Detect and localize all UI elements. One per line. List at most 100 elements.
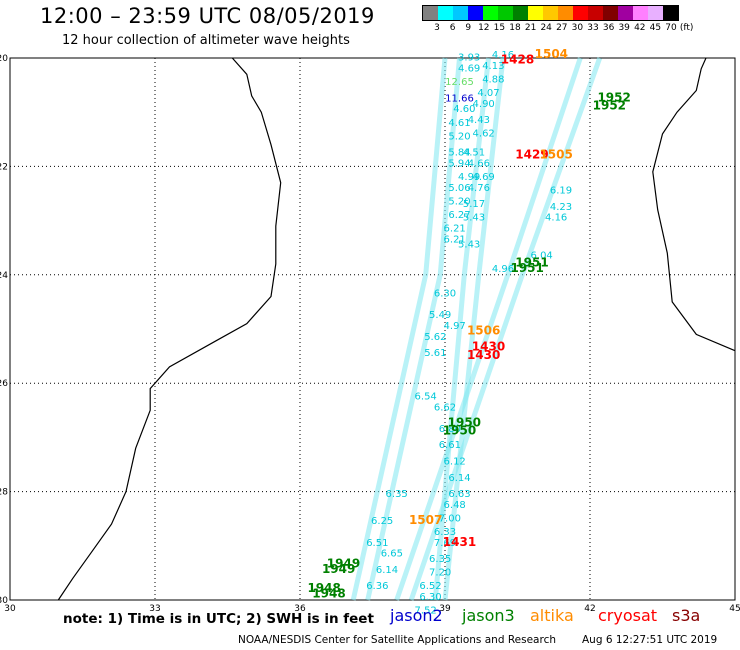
wave-height-label: 6.33 <box>434 527 456 538</box>
pass-time-label: 1948 <box>312 586 345 600</box>
wave-height-label: 6.52 <box>419 581 441 592</box>
africa-coastline <box>57 57 282 601</box>
wave-height-label: 6.61 <box>439 440 461 451</box>
wave-height-label: 4.23 <box>550 202 572 213</box>
latitude-tick-label: -30 <box>0 596 8 606</box>
scale-swatch <box>483 6 498 20</box>
wave-height-label: 4.13 <box>482 61 504 72</box>
wave-height-label: 4.16 <box>545 213 567 224</box>
scale-tick-label: 27 <box>556 23 568 33</box>
scale-swatch <box>528 6 543 20</box>
scale-tick-label: 70 <box>665 23 677 33</box>
satellite-ground-track <box>432 57 491 601</box>
pass-time-label: 1951 <box>515 256 548 270</box>
scale-swatch <box>558 6 573 20</box>
pass-time-label: 1952 <box>593 98 626 112</box>
satellite-ground-track <box>442 57 506 601</box>
wave-height-label: 4.96 <box>492 264 514 275</box>
scale-tick-label: 6 <box>449 23 456 33</box>
latitude-tick-label: -22 <box>0 162 8 172</box>
latitude-tick-label: -24 <box>0 271 8 281</box>
scale-tick-label: 9 <box>465 23 472 33</box>
scale-swatch <box>498 6 513 20</box>
wave-height-label: 3.93 <box>458 53 480 64</box>
wave-height-label: 4.76 <box>468 183 490 194</box>
scale-tick-label: 33 <box>587 23 599 33</box>
wave-height-label: 4.60 <box>453 104 475 115</box>
scale-swatch <box>588 6 603 20</box>
wave-height-label: 4.88 <box>482 74 504 85</box>
wave-height-label: 5.20 <box>448 196 470 207</box>
scale-swatch <box>603 6 618 20</box>
longitude-tick-label: 36 <box>294 604 306 614</box>
scale-swatch <box>468 6 483 20</box>
scale-tick-label: 12 <box>478 23 490 33</box>
legend-item-s3a: s3a <box>672 606 701 625</box>
scale-swatch <box>573 6 588 20</box>
scale-swatch <box>438 6 453 20</box>
scale-swatch <box>633 6 648 20</box>
wave-height-label: 4.66 <box>468 158 490 169</box>
wave-height-label: 4.90 <box>473 99 495 110</box>
wave-height-label: 6.04 <box>531 251 553 262</box>
color-scale-ticks: 3 6 9 12 15 18 21 24 27 30 33 36 39 42 45 70 (ft) <box>422 23 740 35</box>
pass-time-label: 1952 <box>597 90 630 104</box>
pass-time-label: 1950 <box>443 424 476 438</box>
scale-tick-label: 42 <box>634 23 646 33</box>
longitude-tick-label: 39 <box>439 604 451 614</box>
wave-height-label: 6.48 <box>444 500 466 511</box>
credit-text: NOAA/NESDIS Center for Satellite Applica… <box>238 634 556 646</box>
wave-height-label: 5.20 <box>448 131 470 142</box>
pass-time-label: 1430 <box>467 348 500 362</box>
satellite-ground-track <box>394 57 583 601</box>
wave-height-label: 5.94 <box>448 158 470 169</box>
wave-height-label: 5.61 <box>424 348 446 359</box>
scale-tick-label: 36 <box>602 23 615 33</box>
pass-time-label: 1507 <box>409 513 442 527</box>
scale-tick-label: 3 <box>434 23 440 33</box>
wave-height-label: 6.14 <box>448 473 470 484</box>
wave-height-label: 6.54 <box>415 391 437 402</box>
latitude-tick-label: -28 <box>0 488 8 498</box>
wave-height-label: 4.69 <box>473 172 495 183</box>
pass-time-label: 1430 <box>472 340 505 354</box>
satellite-ground-track <box>365 57 462 601</box>
wave-height-label: 11.66 <box>445 93 474 104</box>
wave-height-label: 4.51 <box>463 148 485 159</box>
wave-height-label: 6.65 <box>381 549 403 560</box>
satellite-ground-track <box>350 57 448 601</box>
pass-time-label: 1950 <box>448 416 481 430</box>
wave-height-label: 4.62 <box>473 129 495 140</box>
scale-tick-label: (ft) <box>679 23 694 33</box>
wave-height-label: 6.35 <box>386 489 408 500</box>
wave-height-label: 5.84 <box>448 148 470 159</box>
latitude-tick-label: -26 <box>0 379 8 389</box>
wave-height-label: 4.97 <box>444 321 466 332</box>
wave-height-label: 7.00 <box>439 513 461 524</box>
legend-item-jason3: jason3 <box>462 606 515 625</box>
longitude-tick-label: 30 <box>4 604 16 614</box>
wave-height-label: 4.69 <box>458 64 480 75</box>
wave-height-label: 4.61 <box>448 118 470 129</box>
chart-subtitle: 12 hour collection of altimeter wave hei… <box>62 33 350 48</box>
scale-tick-label: 15 <box>493 23 506 33</box>
wave-height-label: 6.80 <box>439 424 461 435</box>
wave-height-label: 6.63 <box>448 489 470 500</box>
wave-height-label: 6.30 <box>434 288 456 299</box>
pass-time-label: 1949 <box>322 562 355 576</box>
longitude-tick-label: 42 <box>584 604 595 614</box>
wave-height-label: 6.12 <box>444 457 466 468</box>
wave-height-label: 5.62 <box>424 332 446 343</box>
legend-item-altika: altika <box>530 606 574 625</box>
wave-height-label: 6.19 <box>550 186 572 197</box>
map-frame <box>9 57 736 601</box>
wave-height-label: 4.43 <box>468 115 490 126</box>
wave-height-label: 6.27 <box>448 210 470 221</box>
pass-time-label: 1949 <box>327 556 360 570</box>
wave-height-label: 6.51 <box>366 538 388 549</box>
wave-height-label: 5.43 <box>463 213 485 224</box>
scale-tick-label: 39 <box>618 23 630 33</box>
scale-tick-label: 24 <box>540 23 552 33</box>
generated-timestamp: Aug 6 12:27:51 UTC 2019 <box>582 634 718 646</box>
